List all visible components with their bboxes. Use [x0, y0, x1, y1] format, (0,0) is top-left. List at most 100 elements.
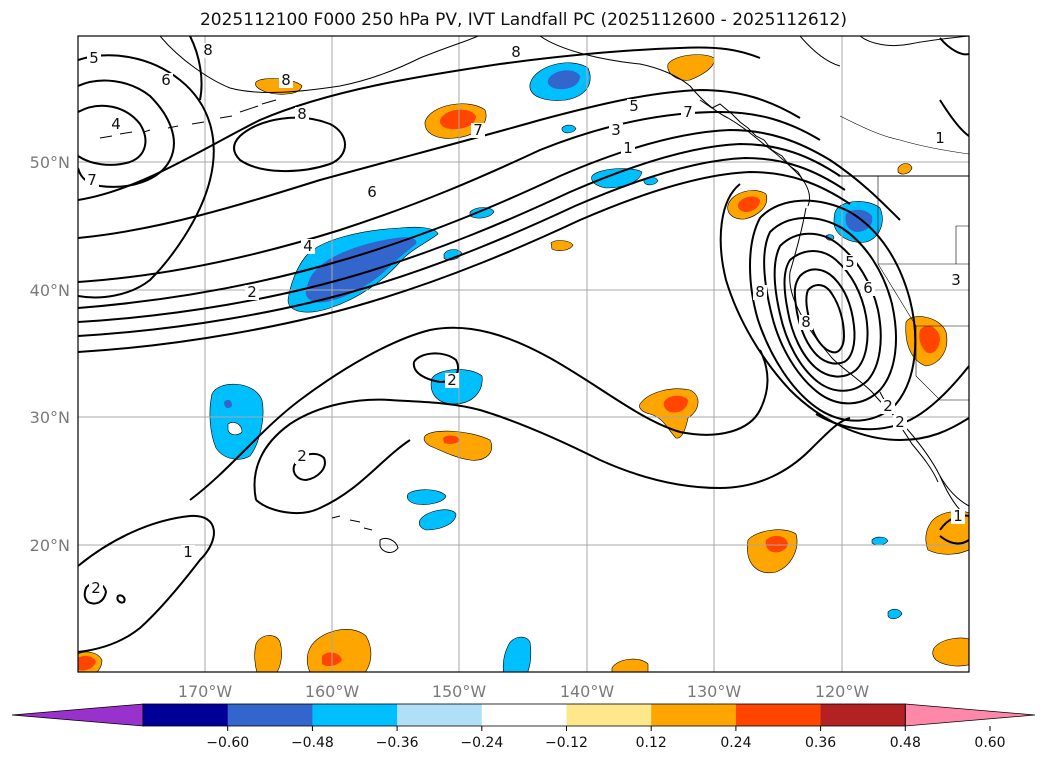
- contour-label: 2: [247, 283, 257, 301]
- neg-anomaly-area: [209, 383, 264, 460]
- contour-label-bg: [893, 415, 907, 430]
- colorbar-segments: [11, 703, 1036, 727]
- contour-label-bg: [301, 239, 315, 254]
- contour-label-bg: [951, 509, 965, 524]
- lon-label-130w: 130°W: [687, 682, 742, 701]
- pos-anomaly-core: [443, 435, 460, 444]
- lon-label-170w: 170°W: [178, 682, 233, 701]
- pos-anomaly-core: [439, 109, 476, 130]
- hawaii-islands: [331, 515, 399, 553]
- contour-label: 2: [447, 371, 457, 389]
- contour-label: 3: [611, 121, 621, 139]
- contour-line: [78, 88, 801, 239]
- contour-label-bg: [627, 99, 641, 114]
- pos-anomaly-core: [919, 325, 940, 354]
- colorbar-ticks: −0.60 −0.48 −0.36 −0.24 −0.12 0.12 0.24 0.36 0.4…: [206, 726, 1006, 751]
- colorbar-segment: [566, 704, 652, 726]
- contour-label: 1: [953, 507, 963, 525]
- neg-anomaly-core: [305, 237, 417, 303]
- contour-line: [189, 36, 203, 101]
- contour-label: 1: [935, 129, 945, 147]
- contour-label: 5: [845, 253, 855, 271]
- contour-label-bg: [85, 173, 99, 188]
- neg-anomaly-core: [845, 209, 873, 232]
- colorbar-tick-label: −0.24: [460, 735, 503, 751]
- colorbar-segment: [651, 704, 737, 726]
- contour-line: [253, 398, 851, 501]
- contour-label: 8: [801, 313, 811, 331]
- colorbar-segment: [312, 704, 398, 726]
- lat-label-40n: 40°N: [30, 281, 70, 300]
- pos-anomaly-core: [78, 655, 96, 671]
- contour-line: [78, 128, 901, 309]
- colorbar-extend-low: [11, 703, 144, 727]
- colorbar-tick-label: 0.48: [890, 735, 921, 751]
- contour-line: [719, 183, 969, 442]
- contour-label: 6: [367, 183, 377, 201]
- neg-anomaly-area: [406, 489, 447, 505]
- contour-line: [189, 326, 769, 501]
- contour-line: [783, 250, 869, 378]
- pos-anomaly-area: [254, 635, 282, 672]
- contour-line: [78, 104, 147, 166]
- contour-label: 4: [303, 237, 313, 255]
- colorbar-tick-label: −0.60: [206, 735, 249, 751]
- contour-label: 8: [755, 283, 765, 301]
- lat-label-50n: 50°N: [30, 153, 70, 172]
- contour-line: [749, 199, 917, 422]
- pv-contours: [78, 36, 969, 653]
- neg-anomaly-area: [887, 608, 903, 620]
- contour-label: 1: [183, 543, 193, 561]
- gridlines: [78, 36, 969, 672]
- contour-label-bg: [87, 51, 101, 66]
- pos-anomaly-area: [932, 637, 969, 667]
- contour-label-bg: [245, 285, 259, 300]
- neg-anomaly-area: [871, 536, 889, 546]
- contour-label-bg: [471, 123, 485, 138]
- contour-line: [78, 142, 841, 323]
- colorbar-tick-label: 0.60: [974, 735, 1005, 751]
- contour-label: 7: [683, 103, 693, 121]
- contour-label: 8: [297, 105, 307, 123]
- contour-line: [78, 514, 215, 653]
- colorbar-tick-label: 0.36: [805, 735, 836, 751]
- plot-border: [77, 35, 970, 673]
- coastlines: [99, 36, 969, 553]
- contour-line: [793, 268, 856, 365]
- contour-line: [773, 232, 882, 392]
- contour-label: 5: [89, 49, 99, 67]
- contour-label-bg: [753, 285, 767, 300]
- contour-line: [78, 156, 846, 337]
- us-west-coast: [789, 207, 963, 513]
- contour-label-bg: [509, 45, 523, 60]
- contour-label: 2: [895, 413, 905, 431]
- neg-anomaly-area: [418, 509, 457, 531]
- contour-line: [815, 365, 969, 431]
- colorbar-segment: [143, 704, 229, 726]
- colorbar-tick-label: 0.24: [720, 735, 751, 751]
- latitude-labels: 50°N 40°N 30°N 20°N: [30, 153, 70, 555]
- contour-label-bg: [609, 123, 623, 138]
- contour-label-bg: [843, 255, 857, 270]
- colorbar-tick-label: −0.36: [376, 735, 419, 751]
- colorbar-segment: [820, 704, 906, 726]
- contour-label: 2: [883, 397, 893, 415]
- colorbar-segment: [735, 704, 822, 726]
- contour-label-bg: [681, 105, 695, 120]
- longitude-labels: 170°W 160°W 150°W 140°W 130°W 120°W: [178, 682, 870, 701]
- contour-label-bg: [933, 131, 947, 146]
- pos-anomaly-area: [667, 54, 715, 81]
- pos-anomaly-area: [550, 240, 574, 251]
- contour-label-bg: [881, 399, 895, 414]
- contour-label-bg: [109, 117, 123, 132]
- contour-label: 2: [91, 579, 101, 597]
- lon-label-140w: 140°W: [560, 682, 615, 701]
- lon-label-160w: 160°W: [305, 682, 360, 701]
- contour-label: 2: [297, 447, 307, 465]
- contour-label: 5: [629, 97, 639, 115]
- canada-coast: [699, 99, 805, 183]
- contour-label: 7: [87, 171, 97, 189]
- mexico-coast: [939, 475, 969, 507]
- contour-line: [78, 46, 761, 201]
